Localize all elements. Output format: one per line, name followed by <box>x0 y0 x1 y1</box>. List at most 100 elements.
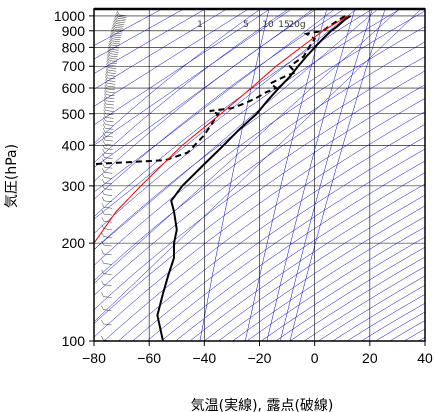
dry-adiabat <box>346 293 425 341</box>
wind-barb <box>101 269 104 274</box>
wind-barb <box>102 163 105 168</box>
moist-adiabat <box>94 9 227 90</box>
wind-barb <box>101 224 104 229</box>
wind-barb <box>102 153 105 158</box>
wind-barb <box>112 38 121 41</box>
wind-barb <box>111 42 120 45</box>
wind-barb <box>109 57 118 60</box>
moist-adiabat <box>94 9 271 126</box>
dry-adiabat <box>94 56 425 296</box>
x-axis-label: 気温(実線), 露点(破線) <box>191 398 334 412</box>
wind-barb <box>103 213 112 216</box>
dry-adiabat <box>261 236 425 341</box>
dry-adiabat <box>175 172 425 341</box>
wind-barb <box>108 45 111 50</box>
wind-barb <box>106 88 115 91</box>
y-tick-label: 500 <box>62 106 86 122</box>
wind-barb <box>102 140 105 145</box>
mixing-ratio-line <box>289 9 386 341</box>
x-tick-label: −60 <box>137 350 161 366</box>
wind-barb <box>115 14 119 19</box>
dry-adiabat <box>94 10 425 251</box>
wind-barb <box>109 60 118 62</box>
dry-adiabat <box>103 111 425 341</box>
wind-barb <box>116 12 119 17</box>
moist-adiabat <box>94 9 249 107</box>
moist-adiabat <box>94 9 379 250</box>
wind-barb <box>116 21 125 24</box>
wind-barb <box>103 228 112 230</box>
wind-barb <box>102 173 105 178</box>
wind-barb <box>112 25 115 30</box>
x-tick-label: −40 <box>192 350 216 366</box>
wind-barb <box>103 113 106 118</box>
moist-adiabat <box>94 9 335 193</box>
moist-adiabat <box>94 9 184 60</box>
wind-barb <box>101 178 105 184</box>
dry-adiabat <box>275 246 425 341</box>
wind-barb <box>104 144 113 146</box>
reference_line-line <box>94 15 349 244</box>
moist-adiabat <box>94 9 422 323</box>
moist-adiabat <box>94 9 400 284</box>
wind-barb <box>112 23 116 28</box>
wind-barb <box>103 120 106 125</box>
moist-adiabat <box>94 9 357 220</box>
dry-adiabat <box>94 70 425 311</box>
wind-barb <box>105 66 109 71</box>
dry-adiabat <box>146 148 425 341</box>
wind-barb <box>108 62 117 65</box>
y-tick-label: 200 <box>62 235 86 251</box>
dewpoint-line <box>94 15 346 166</box>
wind-barb <box>118 16 127 18</box>
wind-barb <box>107 51 110 56</box>
wind-barb <box>106 85 115 88</box>
wind-barb <box>104 90 107 95</box>
wind-barb <box>106 63 109 68</box>
temperature-line <box>156 15 352 341</box>
wind-barb <box>106 103 115 106</box>
dry-adiabat <box>94 9 289 164</box>
wind-barb <box>103 244 112 247</box>
wind-barb <box>115 27 124 29</box>
dry-adiabat <box>332 284 425 341</box>
wind-barb <box>101 319 104 325</box>
wind-barb <box>108 67 117 69</box>
x-tick-label: 20 <box>362 350 378 366</box>
dry-adiabat <box>232 216 425 341</box>
wind-barb <box>111 28 114 34</box>
wind-barb <box>112 36 121 39</box>
dry-adiabat <box>94 9 317 182</box>
wind-barb <box>115 15 118 21</box>
dry-adiabat <box>94 84 425 324</box>
dry-adiabat <box>389 320 425 341</box>
dry-adiabat <box>361 302 425 341</box>
wind-barb <box>103 284 112 286</box>
wind-barb <box>103 273 112 275</box>
wind-barb <box>104 182 113 185</box>
dry-adiabat <box>94 41 425 281</box>
x-tick-label: −80 <box>82 350 106 366</box>
wind-barb <box>104 188 113 190</box>
wind-barb <box>104 152 113 155</box>
wind-barb <box>101 240 104 246</box>
wind-barb <box>103 106 106 111</box>
wind-barb <box>104 81 108 87</box>
wind-barb <box>106 56 110 61</box>
wind-barb <box>111 44 120 47</box>
wind-barb <box>108 69 117 72</box>
x-tick-label: 0 <box>311 350 319 366</box>
y-tick-label: 300 <box>62 178 86 194</box>
wind-barb <box>107 80 116 82</box>
wind-barb <box>102 168 105 173</box>
dry-adiabat <box>161 160 425 341</box>
y-tick-label: 600 <box>62 80 86 96</box>
dry-adiabat <box>218 205 425 341</box>
wind-barb <box>105 68 109 73</box>
dry-adiabat <box>289 256 425 341</box>
wind-barb <box>106 91 115 93</box>
wind-barb <box>101 217 105 222</box>
wind-barb <box>110 49 119 51</box>
wind-barb <box>103 200 113 203</box>
wind-barb <box>104 167 113 169</box>
